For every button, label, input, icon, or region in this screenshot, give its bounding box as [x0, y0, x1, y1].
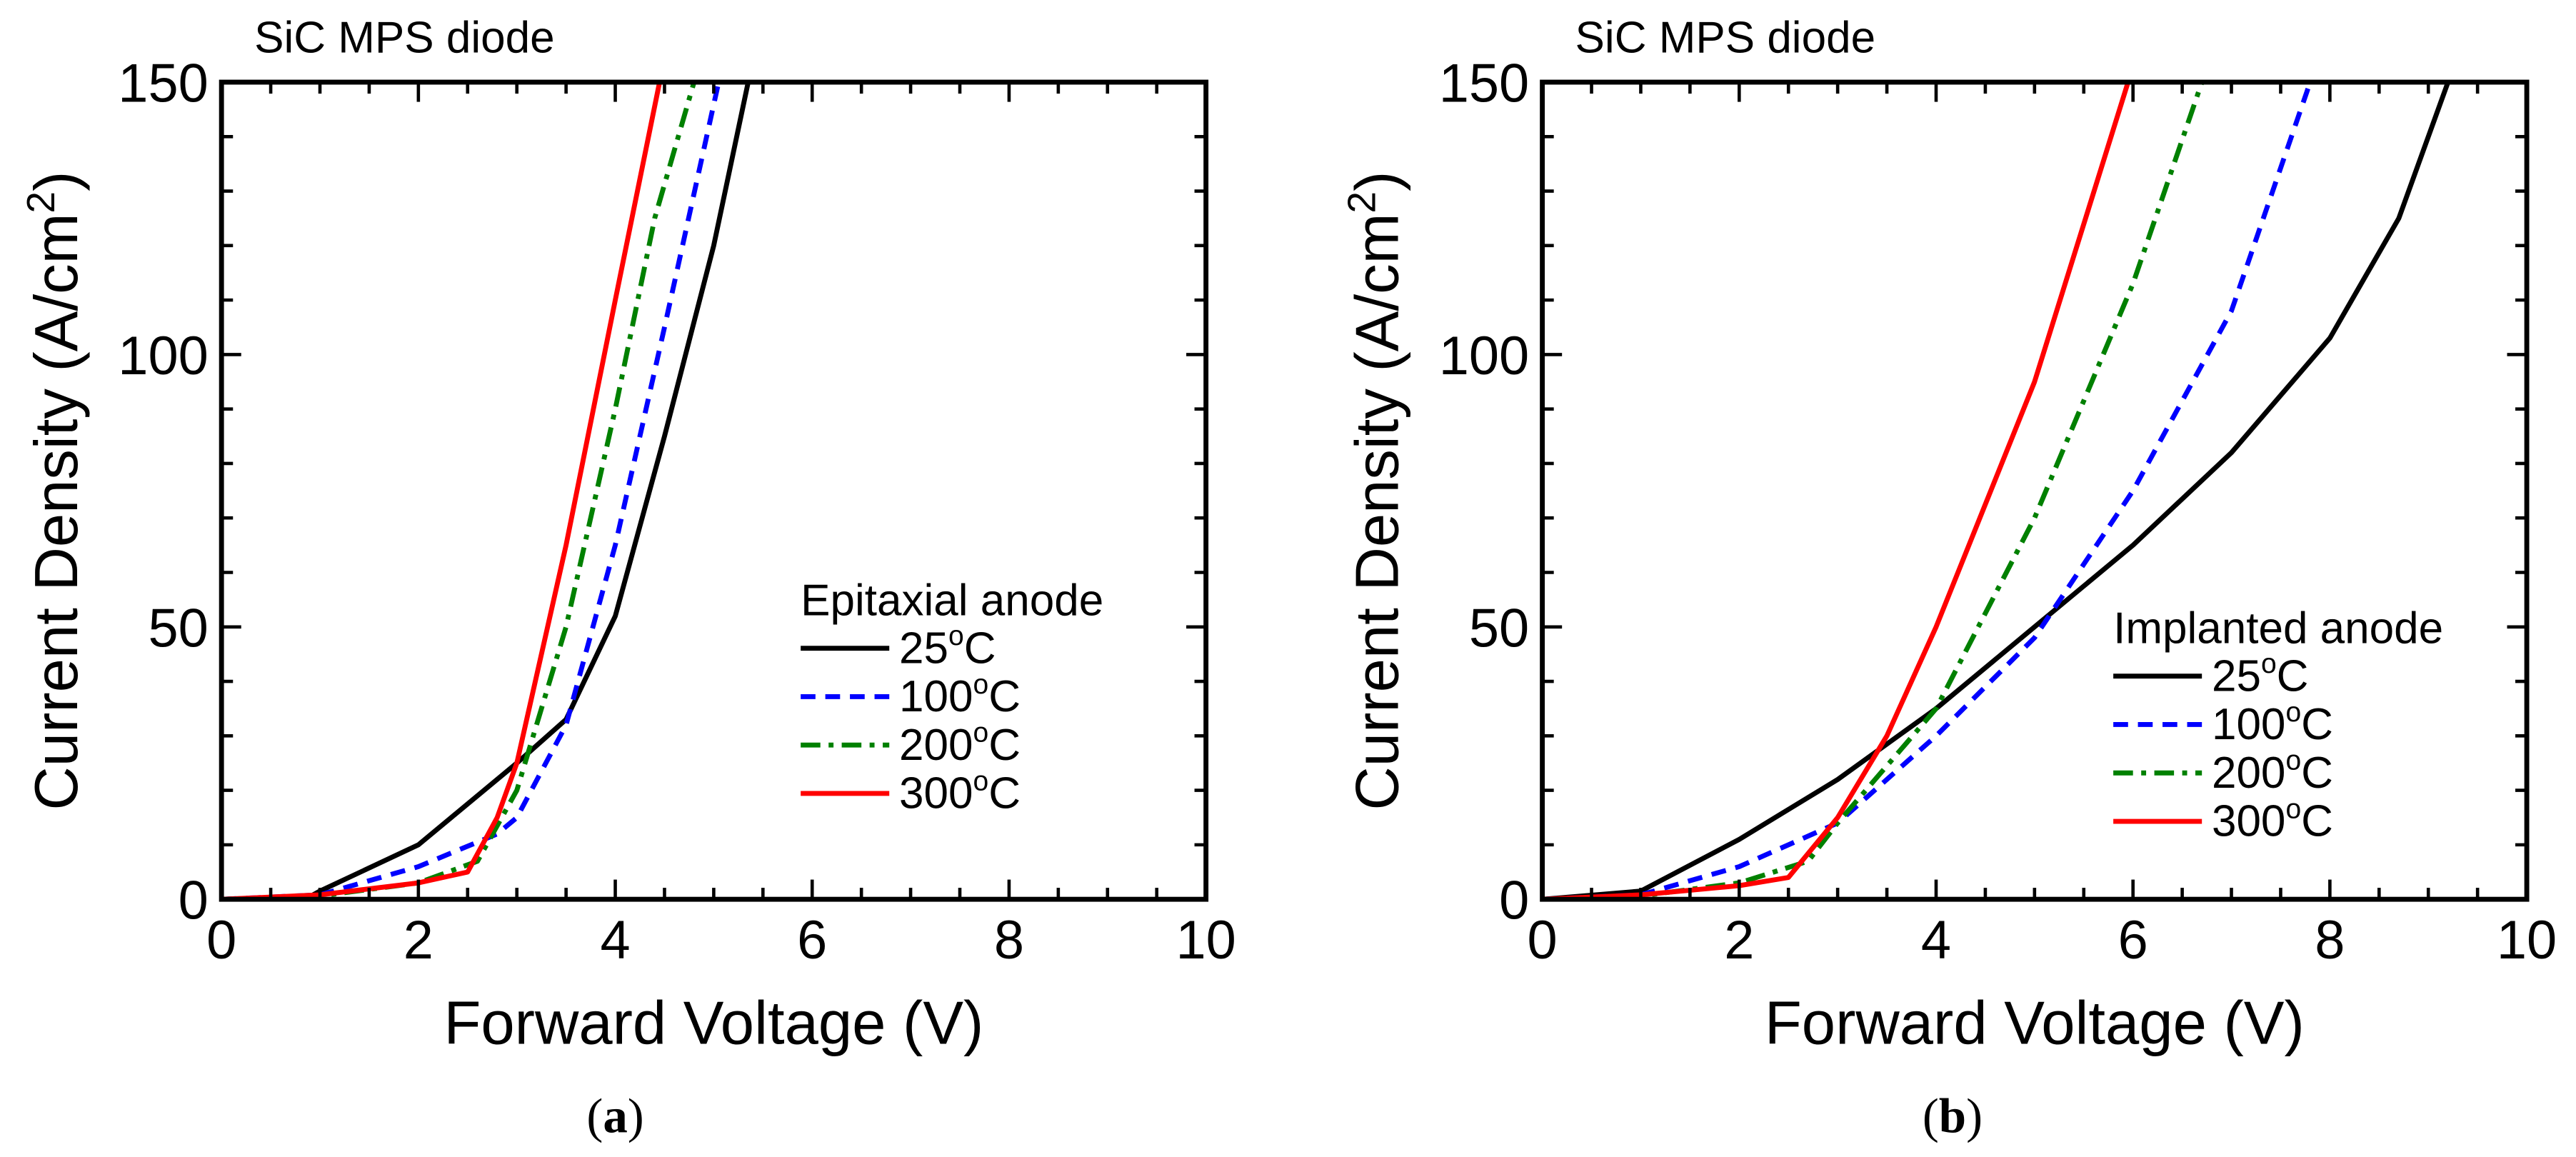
plot-frame: [1540, 79, 2530, 902]
x-tick-label: 2: [1724, 910, 1754, 971]
y-axis-label: Current Density (A/cm2): [1339, 171, 1411, 811]
series-line-100C: [1542, 82, 2313, 900]
series-line-25C: [221, 82, 751, 900]
caption-close: ): [628, 1088, 644, 1143]
y-tick-label: 100: [118, 326, 208, 386]
y-tick-label: 100: [1439, 326, 1529, 386]
y-tick-label: 50: [148, 598, 208, 658]
y-tick-label: 0: [1499, 871, 1529, 931]
legend-temp: 300: [899, 769, 973, 818]
legend-label-100C: 100oC: [899, 669, 1021, 721]
x-tick-label: 6: [2118, 910, 2148, 971]
legend-title: Epitaxial anode: [801, 576, 1103, 626]
x-tick-label: 10: [2497, 910, 2557, 971]
y-axis-label: Current Density (A/cm2): [19, 171, 91, 811]
legend-unit: C: [988, 769, 1021, 818]
caption-open: (: [586, 1088, 603, 1143]
y-tick-label: 150: [118, 54, 208, 114]
legend-temp: 200: [2212, 748, 2285, 798]
series-line-300C: [1542, 82, 2131, 900]
legend-degree: o: [2285, 697, 2301, 728]
y-axis-label-text: Current Density (A/cm: [1343, 214, 1411, 811]
x-tick-label: 2: [404, 910, 433, 971]
x-tick-label: 10: [1176, 910, 1236, 971]
legend-temp: 25: [2212, 651, 2261, 701]
legend-degree: o: [973, 718, 988, 748]
x-axis-label: Forward Voltage (V): [1765, 989, 2305, 1057]
legend-degree: o: [973, 766, 988, 796]
x-tick-label: 8: [2315, 910, 2345, 971]
legend-unit: C: [988, 672, 1021, 721]
legend-label-25C: 25oC: [2212, 648, 2309, 701]
legend-temp: 100: [899, 672, 973, 721]
x-tick-label: 0: [1528, 910, 1558, 971]
plot-frame: [219, 79, 1209, 902]
legend-title: Implanted anode: [2113, 604, 2443, 653]
x-axis-label: Forward Voltage (V): [443, 989, 983, 1057]
legend-unit: C: [2277, 651, 2309, 701]
legend-unit: C: [2301, 797, 2333, 846]
y-axis-label-end: ): [23, 171, 91, 191]
legend-temp: 25: [899, 623, 948, 673]
legend-label-25C: 25oC: [899, 621, 996, 673]
legend-label-300C: 300oC: [2212, 793, 2333, 846]
y-axis-label-end: ): [1343, 171, 1411, 191]
panel-caption: (a): [586, 1088, 643, 1143]
legend-degree: o: [2285, 746, 2301, 776]
y-axis-label-text: Current Density (A/cm: [23, 214, 91, 811]
caption-open: (: [1923, 1088, 1939, 1143]
chart-title: SiC MPS diode: [1575, 14, 1876, 63]
caption-close: ): [1966, 1088, 1983, 1143]
y-tick-label: 50: [1469, 598, 1529, 658]
legend-temp: 100: [2212, 700, 2285, 749]
legend-degree: o: [2285, 793, 2301, 824]
caption-letter: a: [603, 1088, 627, 1143]
legend-unit: C: [2301, 700, 2333, 749]
y-axis-label-sup: 2: [19, 191, 63, 214]
legend-degree: o: [948, 621, 964, 651]
legend-unit: C: [988, 721, 1021, 770]
legend-label-100C: 100oC: [2212, 697, 2333, 749]
series-line-25C: [1542, 82, 2451, 900]
legend-label-300C: 300oC: [899, 766, 1021, 818]
y-axis-label-sup: 2: [1339, 191, 1383, 214]
chart-title: SiC MPS diode: [254, 14, 555, 63]
legend-temp: 300: [2212, 797, 2285, 846]
caption-letter: b: [1939, 1088, 1966, 1143]
x-tick-label: 4: [600, 910, 630, 971]
x-tick-label: 6: [797, 910, 827, 971]
legend-temp: 200: [899, 721, 973, 770]
series-line-300C: [221, 82, 662, 900]
legend-degree: o: [2261, 648, 2277, 679]
series-line-100C: [221, 82, 721, 900]
x-tick-label: 4: [1921, 910, 1951, 971]
y-tick-label: 0: [179, 871, 209, 931]
legend-label-200C: 200oC: [899, 718, 1021, 770]
x-tick-label: 0: [206, 910, 236, 971]
legend-label-200C: 200oC: [2212, 746, 2333, 798]
legend-unit: C: [2301, 748, 2333, 798]
series-line-200C: [221, 82, 697, 900]
x-tick-label: 8: [994, 910, 1024, 971]
legend-unit: C: [964, 623, 996, 673]
panel-caption: (b): [1923, 1088, 1983, 1143]
y-tick-label: 150: [1439, 54, 1529, 114]
series-line-200C: [1542, 82, 2205, 900]
legend-degree: o: [973, 669, 988, 700]
